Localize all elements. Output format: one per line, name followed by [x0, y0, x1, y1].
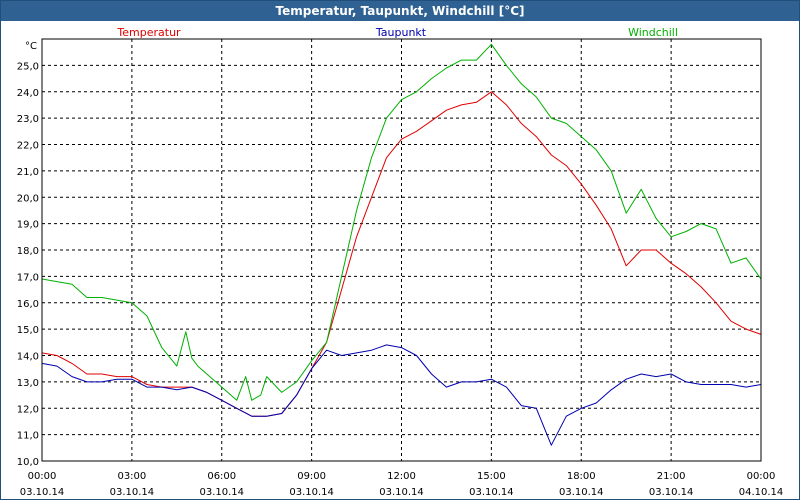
x-tick-time: 09:00 — [297, 471, 326, 482]
y-tick-label: 15,0 — [17, 325, 39, 336]
y-tick-label: 22,0 — [17, 141, 39, 152]
x-tick-time: 12:00 — [387, 471, 416, 482]
y-tick-label: 13,0 — [17, 378, 39, 389]
series-line-temperatur — [41, 91, 762, 417]
y-tick-label: 17,0 — [17, 272, 39, 283]
x-tick-date: 04.10.14 — [739, 487, 784, 498]
plot-frame — [41, 38, 762, 462]
series-line-taupunkt — [41, 344, 762, 446]
legend-entry-windchill: Windchill — [628, 26, 678, 39]
legend: Temperatur Taupunkt Windchill — [116, 26, 678, 39]
y-tick-label: 25,0 — [17, 61, 39, 72]
x-tick-date: 03.10.14 — [20, 487, 65, 498]
series-line-windchill — [41, 43, 762, 401]
y-tick-label: 10,0 — [17, 457, 39, 468]
x-tick-time: 18:00 — [567, 471, 596, 482]
y-tick-label: 23,0 — [17, 114, 39, 125]
legend-entry-taupunkt: Taupunkt — [375, 26, 427, 39]
x-tick-date: 03.10.14 — [649, 487, 694, 498]
y-tick-label: 20,0 — [17, 193, 39, 204]
y-tick-label: 21,0 — [17, 167, 39, 178]
axis-labels: 10,0 11,0 12,0 13,0 14,0 15,0 16,0 17,0 18,0 19,0… — [17, 41, 784, 498]
x-tick-date: 03.10.14 — [199, 487, 244, 498]
series-lines — [41, 43, 762, 446]
x-tick-time: 21:00 — [657, 471, 686, 482]
grid — [42, 39, 761, 461]
x-tick-time: 00:00 — [28, 471, 57, 482]
x-tick-time: 15:00 — [477, 471, 506, 482]
x-tick-time: 06:00 — [207, 471, 236, 482]
x-tick-date: 03.10.14 — [289, 487, 334, 498]
window-title: Temperatur, Taupunkt, Windchill [°C] — [1, 1, 799, 21]
y-tick-label: 14,0 — [17, 352, 39, 363]
x-tick-date: 03.10.14 — [559, 487, 604, 498]
plot-border — [41, 38, 762, 462]
x-tick-time: 03:00 — [117, 471, 146, 482]
legend-entry-temperatur: Temperatur — [116, 26, 181, 39]
y-tick-label: 18,0 — [17, 246, 39, 257]
y-tick-label: 11,0 — [17, 431, 39, 442]
x-tick-date: 03.10.14 — [469, 487, 514, 498]
x-tick-date: 03.10.14 — [110, 487, 155, 498]
x-tick-date: 03.10.14 — [379, 487, 424, 498]
y-tick-label: 16,0 — [17, 299, 39, 310]
y-tick-label: 19,0 — [17, 220, 39, 231]
y-tick-label: 12,0 — [17, 404, 39, 415]
y-tick-label: 24,0 — [17, 88, 39, 99]
y-axis-unit: °C — [25, 41, 37, 52]
x-tick-time: 00:00 — [747, 471, 776, 482]
